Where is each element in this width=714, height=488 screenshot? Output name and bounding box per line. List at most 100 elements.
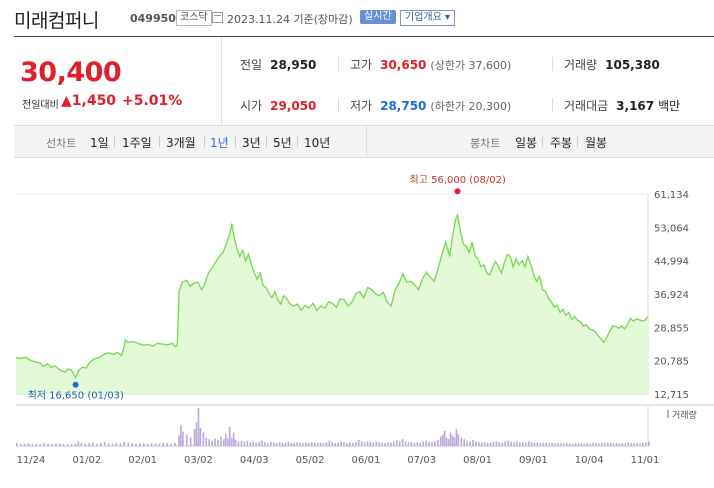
divider — [552, 98, 553, 112]
volume-bar — [568, 443, 571, 446]
volume-bar — [563, 443, 565, 446]
volume-bar — [495, 441, 498, 446]
volume-bar — [199, 427, 202, 446]
volume-bar — [583, 443, 586, 446]
volume-bar — [648, 441, 650, 446]
volume-bar — [536, 442, 539, 446]
volume-bar — [296, 442, 298, 446]
volume-bar — [601, 443, 603, 446]
volume-bar — [232, 432, 235, 446]
low-price: 저가 28,750 (하한가 20,300) — [350, 97, 511, 114]
volume-bar — [243, 441, 246, 446]
volume-bar — [519, 442, 521, 446]
volume-bar — [35, 443, 38, 446]
volume-bar — [290, 443, 293, 446]
volume-bar — [249, 442, 252, 446]
candle-weekly[interactable]: 주봉 — [550, 136, 573, 150]
volume-bar — [527, 441, 530, 446]
volume-bar — [77, 441, 80, 446]
high-label: 고가 — [350, 58, 373, 72]
volume-bar — [595, 443, 597, 446]
line-chart-label: 선차트 — [46, 137, 77, 150]
volume-bar — [618, 443, 621, 446]
volume-bar — [422, 441, 424, 446]
open-price: 시가 29,050 — [240, 97, 316, 114]
candle-monthly[interactable]: 월봉 — [585, 136, 608, 150]
low-annotation: 최저 16,650 (01/03) — [28, 390, 124, 402]
high-price: 고가 30,650 (상한가 37,600) — [350, 56, 511, 73]
prev-close-label: 전일 — [240, 58, 263, 72]
x-tick-label: 09/01 — [519, 455, 548, 466]
volume-bar — [642, 443, 644, 446]
volume-bar — [621, 443, 624, 446]
company-info-dropdown[interactable]: 기업개요 ▾ — [400, 10, 455, 26]
y-tick-label: 53,064 — [654, 223, 689, 234]
separator — [114, 136, 115, 147]
volume-bar — [193, 428, 196, 446]
volume-bar — [557, 443, 559, 446]
divider — [338, 98, 339, 112]
volume-bar — [174, 443, 176, 446]
volume-bar — [630, 443, 632, 446]
volume-bar — [560, 443, 562, 446]
y-tick-label: 61,134 — [654, 190, 689, 201]
period-1day[interactable]: 1일 — [90, 136, 109, 150]
volume-bar — [230, 437, 233, 446]
volume-bar — [507, 440, 509, 446]
volume-bar — [357, 439, 360, 446]
volume-bar — [180, 425, 182, 446]
realtime-button[interactable]: 실시간 — [360, 10, 396, 24]
price-chart[interactable]: 61,134 53,064 44,994 36,924 28,855 20,785 12,7… — [0, 158, 714, 488]
divider — [552, 57, 553, 71]
volume-bar — [325, 442, 328, 446]
volume-bar — [445, 437, 448, 446]
period-5year[interactable]: 5년 — [273, 136, 292, 150]
volume-bar — [545, 443, 547, 446]
volume-bar — [349, 442, 351, 446]
x-tick-label: 08/01 — [463, 455, 492, 466]
volume-bar — [189, 437, 192, 446]
volume-bar — [146, 443, 149, 446]
volume-bar — [375, 441, 378, 446]
volume-bar — [425, 440, 427, 446]
y-tick-label: 28,855 — [654, 323, 689, 334]
candle-chart-label: 봉차트 — [470, 137, 501, 150]
divider — [366, 126, 367, 158]
volume-bar — [197, 408, 200, 446]
separator — [235, 136, 236, 147]
volume-bar — [158, 443, 161, 446]
volume-bar — [624, 443, 627, 446]
volume-bar — [299, 443, 301, 446]
volume-bar — [328, 440, 331, 446]
volume-bar — [419, 442, 421, 446]
volume-bar — [571, 443, 574, 446]
volume-bar — [275, 443, 278, 446]
volume-bar — [447, 439, 450, 446]
period-10year[interactable]: 10년 — [304, 136, 331, 150]
volume-bar — [615, 443, 618, 446]
x-tick-label: 11/01 — [631, 455, 660, 466]
volume-bar — [431, 442, 433, 446]
volume-bar — [96, 443, 98, 446]
volume-bar — [498, 442, 501, 446]
volume-bar — [135, 443, 137, 446]
period-1year[interactable]: 1년 — [210, 136, 229, 150]
separator — [204, 136, 205, 147]
period-1week[interactable]: 1주일 — [122, 136, 152, 150]
volume-bar — [311, 442, 313, 446]
current-price-box: 30,400 전일대비 ▲1,450 +5.01% — [14, 37, 222, 126]
volume-bar — [633, 443, 635, 446]
volume-bar — [428, 441, 430, 446]
market-badge: 코스닥 — [176, 10, 212, 26]
volume-bar — [554, 443, 556, 446]
volume-bar — [131, 443, 133, 446]
volume-bar — [237, 441, 240, 446]
y-tick-label: 12,715 — [654, 390, 689, 401]
reference-date: 2023.11.24 기준(장마감) — [227, 13, 353, 26]
high-marker — [454, 188, 461, 195]
volume-bar — [23, 444, 26, 446]
company-name[interactable]: 미래컴퍼니 — [14, 10, 99, 32]
period-3year[interactable]: 3년 — [242, 136, 261, 150]
candle-daily[interactable]: 일봉 — [515, 136, 538, 150]
period-3month[interactable]: 3개월 — [166, 136, 196, 150]
